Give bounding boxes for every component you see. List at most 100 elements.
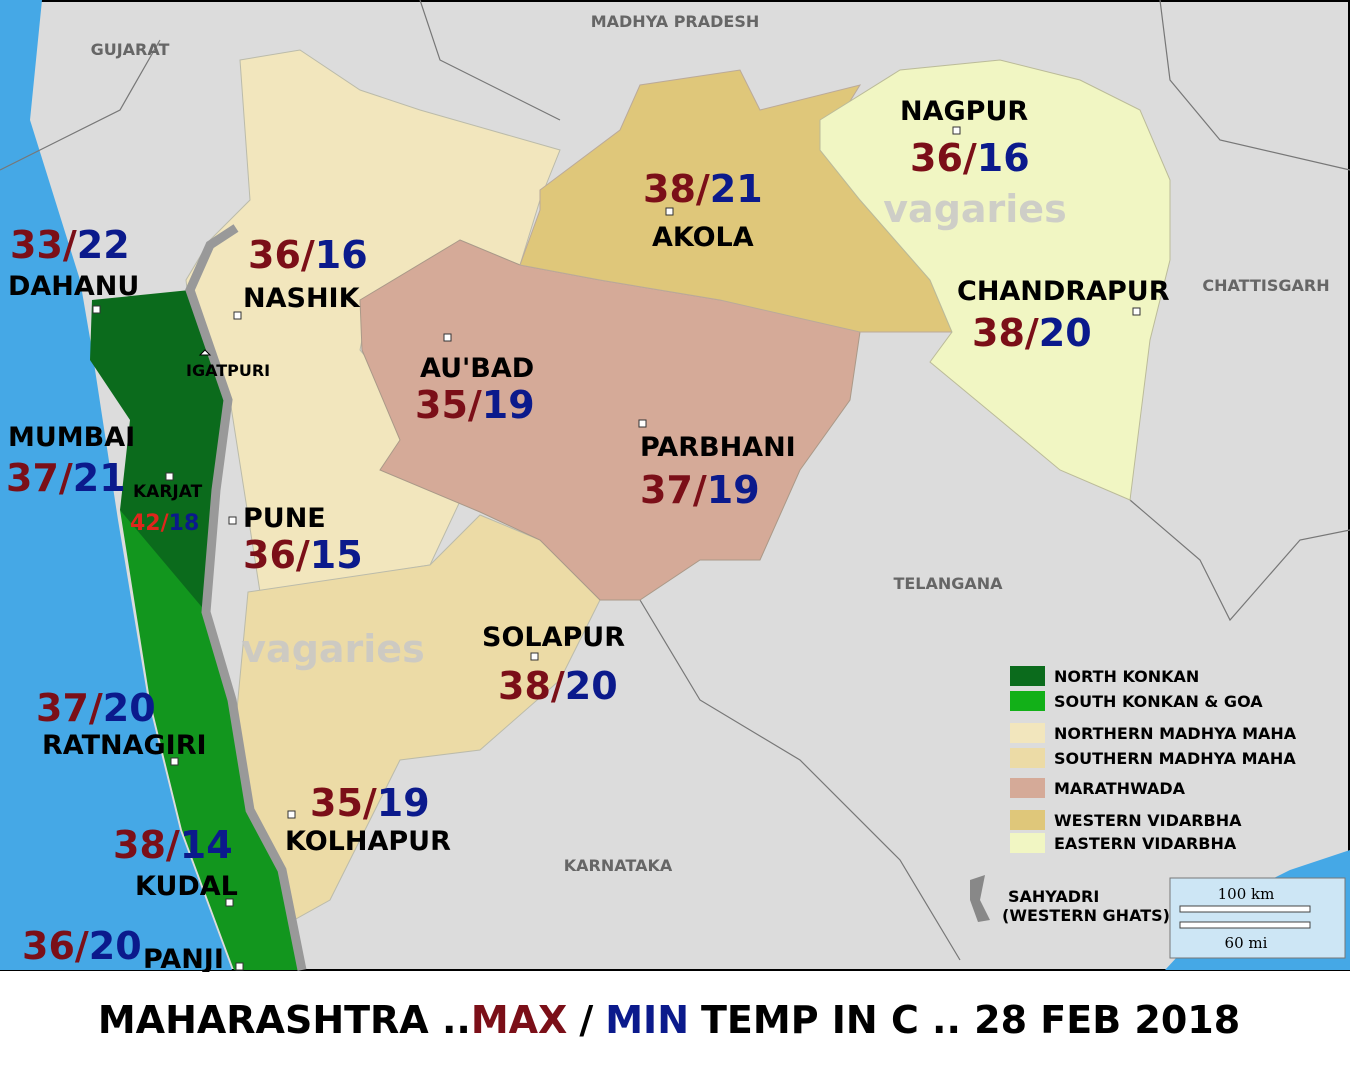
station-dot bbox=[225, 898, 234, 907]
min-temp: 16 bbox=[315, 233, 368, 277]
scale-label: 60 mi bbox=[1225, 934, 1268, 952]
station-temp: 38/20 bbox=[498, 664, 618, 708]
title-max: MAX bbox=[470, 998, 568, 1042]
separator: / bbox=[301, 233, 315, 277]
legend-label: MARATHWADA bbox=[1054, 779, 1186, 798]
max-temp: 35 bbox=[415, 383, 468, 427]
separator: / bbox=[468, 383, 482, 427]
separator: / bbox=[63, 223, 77, 267]
max-temp: 36 bbox=[243, 533, 296, 577]
max-temp: 37 bbox=[640, 468, 693, 512]
border bbox=[419, 0, 561, 121]
min-temp: 20 bbox=[103, 686, 156, 730]
station-name: PUNE bbox=[243, 503, 326, 534]
max-temp: 35 bbox=[310, 781, 363, 825]
max-temp: 36 bbox=[22, 924, 75, 968]
min-temp: 21 bbox=[710, 167, 763, 211]
station-name: RATNAGIRI bbox=[42, 730, 207, 761]
separator: / bbox=[551, 664, 565, 708]
station-name: KOLHAPUR bbox=[285, 826, 451, 857]
legend-label: SOUTH KONKAN & GOA bbox=[1054, 692, 1263, 711]
separator: / bbox=[89, 686, 103, 730]
station-dot bbox=[165, 472, 174, 481]
station-name: DAHANU bbox=[8, 271, 139, 302]
border bbox=[0, 39, 161, 171]
station-temp: 42/18 bbox=[130, 511, 199, 536]
separator: / bbox=[75, 924, 89, 968]
title-min: MIN bbox=[605, 998, 689, 1042]
legend-label: NORTH KONKAN bbox=[1054, 667, 1199, 686]
separator: / bbox=[963, 136, 977, 180]
neighbor-label: KARNATAKA bbox=[564, 856, 673, 875]
region-north-konkan bbox=[90, 290, 228, 612]
station-dot bbox=[665, 207, 674, 216]
station-dot bbox=[443, 333, 452, 342]
station-temp: 36/15 bbox=[243, 533, 363, 577]
min-temp: 20 bbox=[565, 664, 618, 708]
station-name: PANJI bbox=[143, 944, 224, 972]
station-dot bbox=[1132, 307, 1141, 316]
max-temp: 38 bbox=[643, 167, 696, 211]
legend-swatch bbox=[1010, 833, 1045, 853]
min-temp: 22 bbox=[77, 223, 130, 267]
legend-swatch bbox=[1010, 810, 1045, 830]
scale-label: 100 km bbox=[1218, 885, 1275, 903]
max-temp: 38 bbox=[972, 311, 1025, 355]
ghats-legend-swatch bbox=[970, 875, 990, 922]
station-name: AU'BAD bbox=[420, 353, 534, 384]
neighbor-label: GUJARAT bbox=[91, 40, 170, 59]
separator: / bbox=[166, 823, 180, 867]
station-dot bbox=[287, 810, 296, 819]
min-temp: 21 bbox=[73, 456, 126, 500]
min-temp: 14 bbox=[180, 823, 233, 867]
station-temp: 35/19 bbox=[310, 781, 430, 825]
station-temp: 38/20 bbox=[972, 311, 1092, 355]
station-temp: 38/14 bbox=[113, 823, 233, 867]
min-temp: 19 bbox=[482, 383, 535, 427]
station-temp: 38/21 bbox=[643, 167, 763, 211]
min-temp: 16 bbox=[977, 136, 1030, 180]
station-name: NASHIK bbox=[243, 283, 361, 314]
max-temp: 33 bbox=[10, 223, 63, 267]
sea bbox=[0, 0, 232, 970]
legend-swatch bbox=[1010, 748, 1045, 768]
legend-label: WESTERN VIDARBHA bbox=[1054, 811, 1242, 830]
region-eastern-vidarbha bbox=[819, 59, 1171, 501]
min-temp: 18 bbox=[169, 511, 200, 536]
station-name: CHANDRAPUR bbox=[957, 276, 1170, 307]
station-temp: 33/22 bbox=[10, 223, 130, 267]
station-name: AKOLA bbox=[652, 222, 754, 253]
scale-bar bbox=[1179, 921, 1311, 929]
max-temp: 38 bbox=[113, 823, 166, 867]
neighbor-label: TELANGANA bbox=[893, 574, 1003, 593]
legend-label: NORTHERN MADHYA MAHA bbox=[1054, 724, 1297, 743]
separator: / bbox=[296, 533, 310, 577]
station-dot bbox=[92, 305, 101, 314]
legend-swatch bbox=[1010, 666, 1045, 686]
neighbor-label: MADHYA PRADESH bbox=[591, 12, 760, 31]
legend-swatch bbox=[1010, 778, 1045, 798]
separator: / bbox=[1025, 311, 1039, 355]
ghats-label: (WESTERN GHATS) bbox=[1002, 906, 1170, 925]
station-temp: 35/19 bbox=[415, 383, 535, 427]
neighbor-label: CHATTISGARH bbox=[1202, 276, 1329, 295]
separator: / bbox=[363, 781, 377, 825]
borders bbox=[0, 0, 1350, 961]
title-suffix: TEMP IN C .. 28 FEB 2018 bbox=[701, 998, 1241, 1042]
station-temp: 36/20 bbox=[22, 924, 142, 968]
min-temp: 15 bbox=[310, 533, 363, 577]
separator: / bbox=[693, 468, 707, 512]
station-dot bbox=[638, 419, 647, 428]
max-temp: 37 bbox=[6, 456, 59, 500]
separator: / bbox=[59, 456, 73, 500]
min-temp: 20 bbox=[1039, 311, 1092, 355]
watermark: vagaries bbox=[241, 627, 424, 671]
place-label: IGATPURI bbox=[186, 361, 270, 380]
station-dot bbox=[235, 962, 244, 971]
station-temp: 37/21 bbox=[6, 456, 126, 500]
min-temp: 19 bbox=[377, 781, 430, 825]
border bbox=[1159, 0, 1350, 171]
western-ghats bbox=[185, 224, 307, 971]
max-temp: 37 bbox=[36, 686, 89, 730]
